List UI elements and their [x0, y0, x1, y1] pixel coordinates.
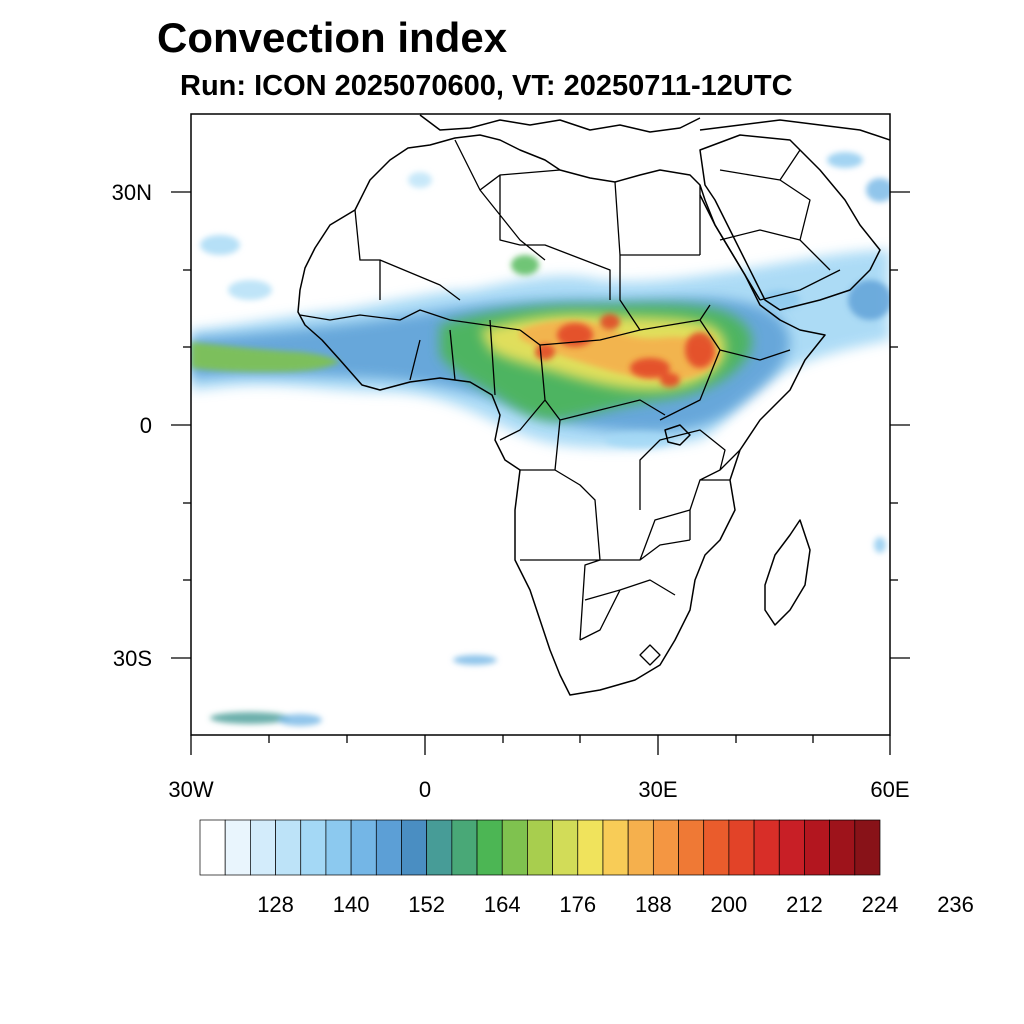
x-tick-label-30w: 30W	[168, 777, 213, 802]
field-patches	[200, 152, 890, 726]
colorbar-label: 212	[786, 892, 823, 917]
colorbar-swatch	[627, 819, 654, 876]
map-ticks	[171, 191, 910, 755]
colorbar-swatch	[250, 819, 276, 876]
colorbar-swatch	[451, 819, 478, 876]
colorbar-swatch	[552, 819, 579, 876]
coastlines-borders	[297, 114, 890, 696]
colorbar-label: 188	[635, 892, 672, 917]
colorbar-swatch	[401, 819, 428, 876]
lake-victoria	[664, 424, 691, 446]
colorbar-swatch	[375, 819, 402, 876]
colorbar-swatch	[678, 819, 705, 876]
colorbar-swatch	[652, 819, 679, 876]
colorbar-swatch	[224, 819, 251, 876]
x-tick-label-0: 0	[419, 777, 431, 802]
colorbar-label: 152	[408, 892, 445, 917]
colorbar-swatch	[476, 819, 503, 876]
colorbar-swatch	[325, 819, 352, 876]
colorbar-swatch	[577, 819, 604, 876]
colorbar-swatch	[426, 819, 453, 876]
colorbar-swatch	[753, 819, 780, 876]
x-tick-label-30e: 30E	[638, 777, 677, 802]
field-red-cells	[535, 314, 715, 387]
colorbar-label: 164	[484, 892, 521, 917]
colorbar-label: 128	[257, 892, 294, 917]
colorbar-label: 200	[711, 892, 748, 917]
colorbar-swatch	[829, 819, 856, 876]
madagascar-coastline	[764, 519, 811, 626]
europe-coastline	[419, 114, 701, 133]
colorbar-label: 236	[937, 892, 974, 917]
colorbar-swatch	[199, 819, 226, 876]
field-itcz-green	[191, 342, 340, 372]
colorbar: 128 140 152 164 176 188 200 212 224 236	[199, 819, 974, 917]
colorbar-swatch	[854, 819, 881, 876]
colorbar-swatch	[275, 819, 302, 876]
colorbar-swatch	[602, 819, 629, 876]
convection-field	[191, 152, 890, 726]
y-tick-label-0: 0	[140, 413, 152, 438]
colorbar-swatch	[703, 819, 730, 876]
colorbar-swatch	[300, 819, 327, 876]
colorbar-label: 224	[862, 892, 899, 917]
country-borders	[299, 139, 841, 666]
colorbar-swatch	[804, 819, 830, 876]
map-title: Convection index	[157, 14, 508, 61]
arabia-coastline	[699, 134, 881, 311]
y-tick-label-30s: 30S	[113, 646, 152, 671]
middle-east-coastline	[699, 119, 890, 141]
x-tick-label-60e: 60E	[870, 777, 909, 802]
colorbar-label: 140	[333, 892, 370, 917]
red-sea-coastline	[699, 194, 761, 301]
map-subtitle: Run: ICON 2025070600, VT: 20250711-12UTC	[180, 70, 793, 102]
colorbar-swatch	[501, 819, 528, 876]
colorbar-swatch	[778, 819, 805, 876]
colorbar-swatch	[350, 819, 377, 876]
colorbar-swatch	[527, 819, 553, 876]
colorbar-swatch	[728, 819, 755, 876]
y-tick-label-30n: 30N	[112, 180, 152, 205]
africa-coastline	[297, 134, 826, 696]
colorbar-label: 176	[559, 892, 596, 917]
